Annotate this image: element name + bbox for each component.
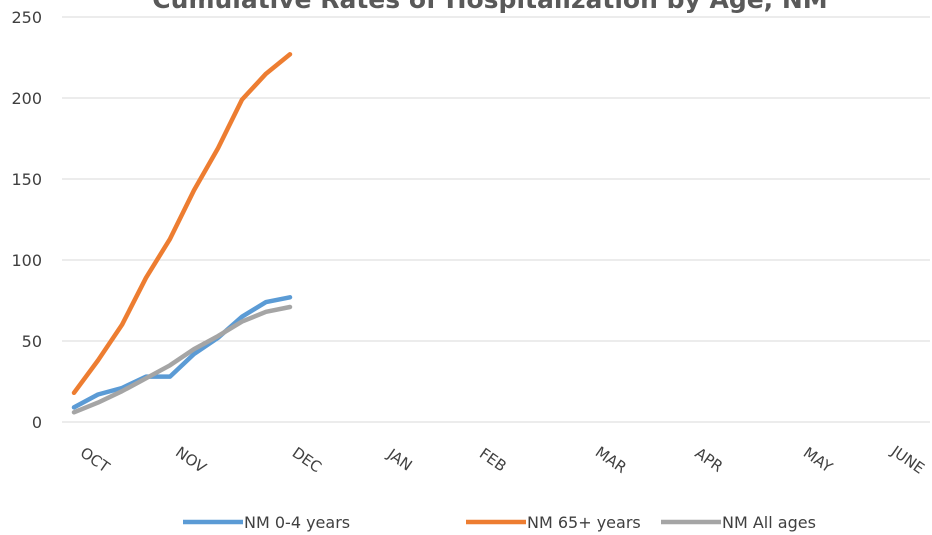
series-line: [71, 304, 293, 415]
chart-title: Cumulative Rates of Hospitalization by A…: [152, 0, 827, 14]
legend-label: NM All ages: [722, 513, 816, 532]
x-tick-label: OCT: [77, 444, 114, 477]
series-line: [71, 295, 293, 410]
x-tick-label: DEC: [289, 443, 325, 476]
y-tick-label: 250: [11, 8, 42, 27]
x-tick-label: NOV: [172, 443, 210, 477]
x-tick-label: MAR: [592, 443, 630, 477]
legend-label: NM 0-4 years: [244, 513, 350, 532]
y-tick-label: 200: [11, 89, 42, 108]
y-tick-label: 50: [22, 332, 42, 351]
y-tick-label: 150: [11, 170, 42, 189]
y-tick-label: 100: [11, 251, 42, 270]
x-tick-label: JAN: [383, 445, 415, 475]
series-line: [71, 52, 293, 396]
x-axis: OCT NOV DEC JAN FEB MAR APR MAY JUNE: [77, 442, 928, 478]
x-tick-label: MAY: [800, 444, 837, 477]
x-tick-label: JUNE: [887, 442, 928, 478]
legend: NM 0-4 years NM 65+ years NM All ages: [183, 513, 816, 532]
x-tick-label: APR: [692, 444, 727, 476]
plot-area: [71, 52, 293, 415]
x-tick-label: FEB: [476, 444, 510, 475]
y-axis: 0 50 100 150 200 250: [11, 8, 42, 432]
grid: [62, 16, 930, 423]
legend-label: NM 65+ years: [527, 513, 641, 532]
y-tick-label: 0: [32, 413, 42, 432]
